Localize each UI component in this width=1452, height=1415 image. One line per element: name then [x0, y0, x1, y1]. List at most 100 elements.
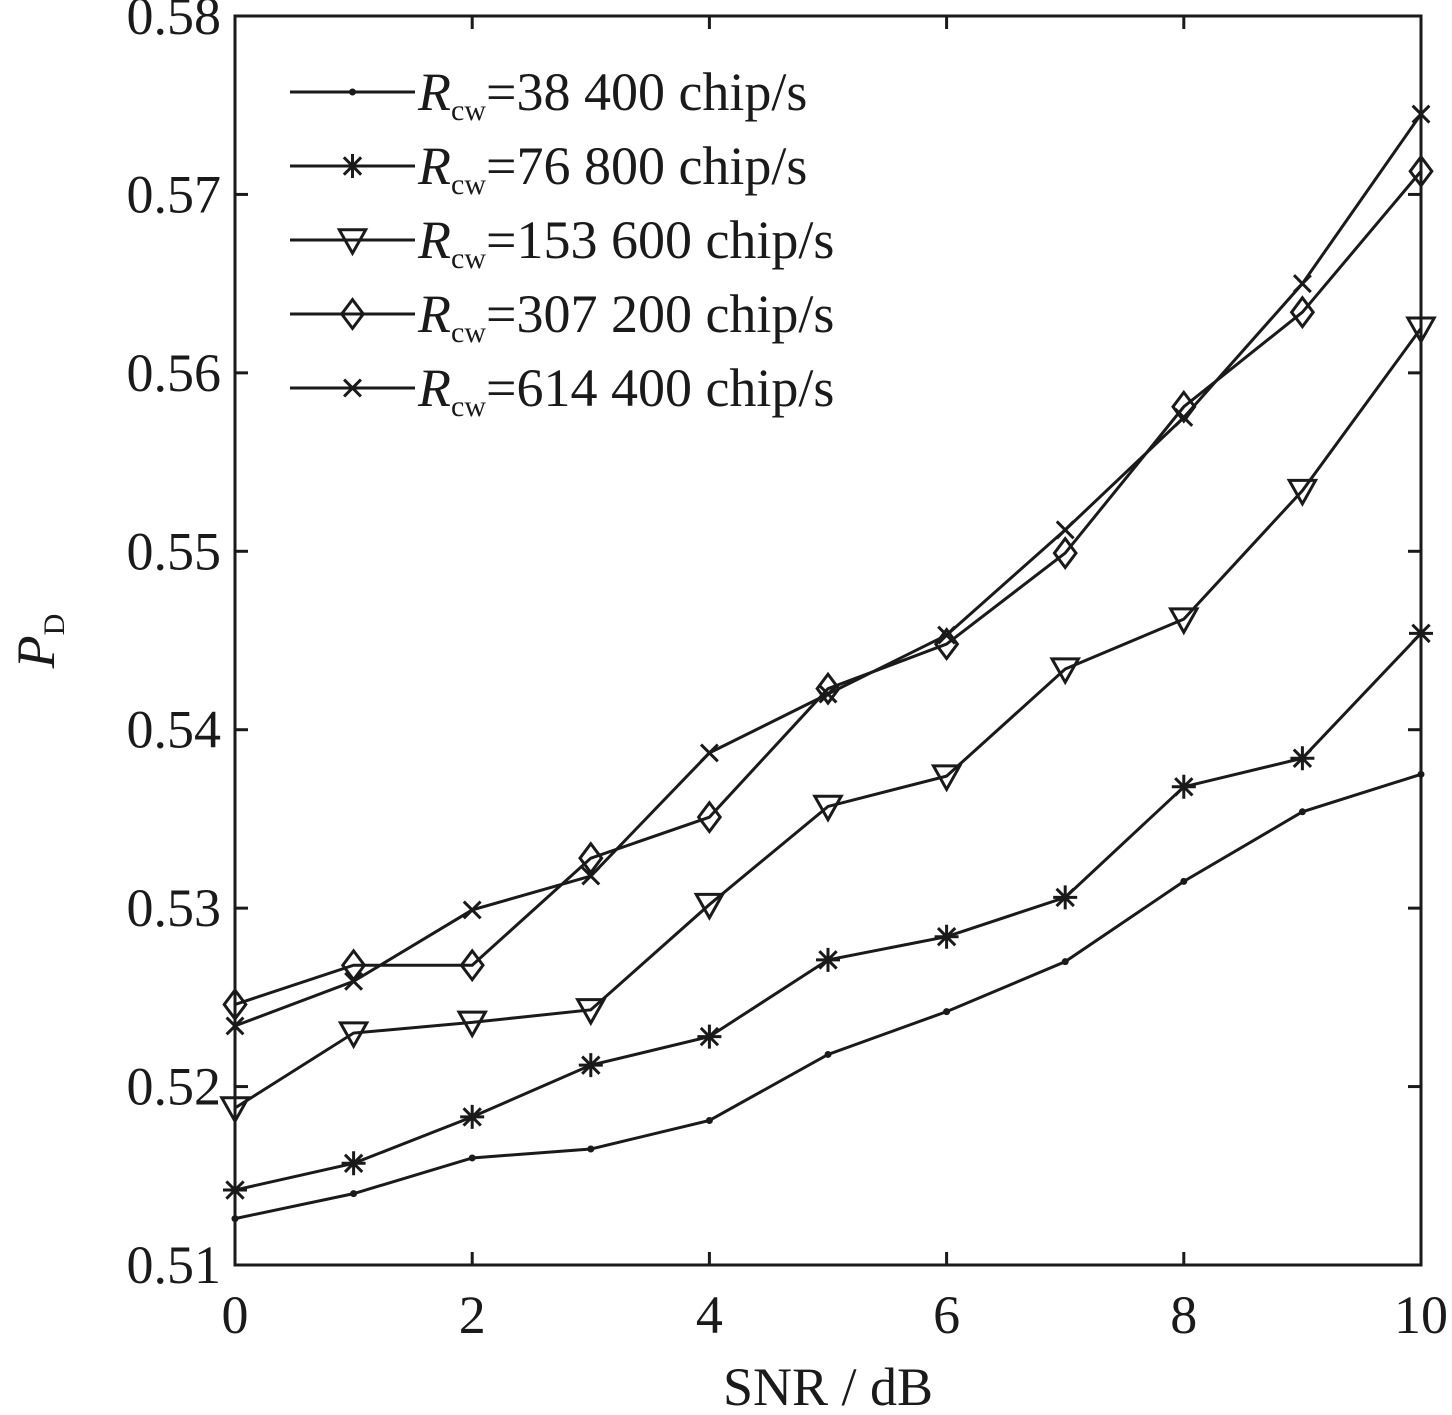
y-tick-label: 0.54: [127, 700, 222, 760]
legend-symbol: R: [417, 284, 451, 344]
y-tick-label: 0.57: [127, 164, 222, 224]
point-marker-triangle: [336, 228, 369, 257]
legend-symbol: R: [417, 358, 451, 418]
y-axis-title: PD: [6, 614, 71, 670]
axis-ticks: 0 2 4 6 8 10 0.51 0.52 0.53 0.54 0.55 0.56 0.57 0.58: [127, 0, 1449, 1345]
legend-symbol: R: [417, 210, 451, 270]
point-marker-x: [225, 1016, 245, 1036]
point-marker-asterisk: [578, 1053, 603, 1078]
legend-item: Rcw=307 200 chip/s: [290, 284, 834, 349]
series-line: [234, 632, 1423, 1192]
series-group: [219, 104, 1437, 1223]
series-5: [225, 104, 1431, 1036]
point-marker-triangle: [456, 1010, 488, 1039]
series-1: [231, 770, 1425, 1223]
point-marker-dot: [350, 1190, 358, 1198]
point-marker-diamond: [459, 948, 485, 983]
series-line: [234, 772, 1422, 1221]
point-marker-asterisk: [697, 1024, 722, 1049]
legend-label: Rcw=307 200 chip/s: [417, 284, 834, 349]
point-marker-dot: [705, 1116, 713, 1124]
point-marker-x: [699, 743, 719, 763]
point-marker-diamond: [1408, 154, 1434, 189]
point-marker-x: [462, 900, 482, 920]
series-2: [223, 621, 1433, 1203]
x-tick-label: 6: [933, 1285, 960, 1345]
point-marker-asterisk: [1171, 774, 1196, 799]
point-marker-asterisk: [340, 154, 365, 178]
series-line: [234, 327, 1423, 1110]
y-tick-label: 0.51: [127, 1235, 222, 1295]
point-marker-dot: [349, 88, 356, 96]
point-marker-x: [937, 625, 957, 645]
legend-item: Rcw=153 600 chip/s: [290, 210, 834, 275]
series-line: [234, 170, 1423, 1006]
point-marker-asterisk: [816, 947, 840, 972]
legend-item: Rcw=38 400 chip/s: [290, 62, 807, 127]
legend-symbol-sub: cw: [451, 316, 486, 349]
plot-area: [233, 14, 1423, 1267]
point-marker-asterisk: [1053, 885, 1078, 910]
plot-frame: [233, 14, 1423, 1267]
legend-label: Rcw=38 400 chip/s: [417, 62, 807, 127]
point-marker-triangle: [1049, 657, 1081, 686]
point-marker-dot: [587, 1145, 595, 1153]
point-marker-triangle: [575, 998, 607, 1027]
y-tick-label: 0.58: [127, 0, 222, 46]
point-marker-x: [344, 971, 364, 991]
legend-label: Rcw=76 800 chip/s: [417, 136, 807, 201]
point-marker-dot: [1298, 808, 1306, 816]
point-marker-asterisk: [460, 1104, 485, 1129]
point-marker-diamond: [1171, 389, 1197, 424]
legend-symbol-sub: cw: [451, 94, 486, 127]
point-marker-triangle: [930, 764, 963, 793]
point-marker-dot: [1180, 877, 1188, 885]
point-marker-dot: [824, 1050, 832, 1058]
point-marker-x: [581, 866, 601, 886]
y-axis-title-main: P: [6, 635, 66, 669]
point-marker-asterisk: [1409, 621, 1433, 646]
point-marker-diamond: [696, 800, 723, 835]
legend-item: Rcw=614 400 chip/s: [290, 358, 834, 423]
point-marker-triangle: [219, 1096, 251, 1125]
point-marker-asterisk: [223, 1178, 247, 1203]
point-marker-asterisk: [934, 924, 959, 949]
series-3: [219, 316, 1437, 1125]
y-tick-label: 0.52: [127, 1057, 222, 1117]
legend-value: =38 400 chip/s: [486, 62, 807, 122]
point-marker-diamond: [1289, 295, 1316, 330]
point-marker-diamond: [222, 987, 248, 1022]
point-marker-x: [818, 684, 838, 704]
point-marker-triangle: [337, 1021, 370, 1050]
legend-value: =153 600 chip/s: [486, 210, 834, 270]
legend-symbol-sub: cw: [451, 390, 486, 423]
x-tick-label: 8: [1170, 1285, 1197, 1345]
point-marker-dot: [1061, 958, 1069, 966]
svg-text:PD: PD: [6, 614, 71, 670]
y-tick-label: 0.56: [127, 343, 222, 403]
x-tick-label: 0: [222, 1285, 249, 1345]
legend-value: =76 800 chip/s: [486, 136, 807, 196]
point-marker-triangle: [693, 892, 726, 921]
point-marker-diamond: [339, 297, 366, 331]
legend-symbol: R: [417, 136, 451, 196]
point-marker-triangle: [1168, 607, 1200, 636]
point-marker-diamond: [815, 671, 841, 706]
point-marker-dot: [468, 1154, 476, 1162]
point-marker-x: [1055, 520, 1075, 540]
y-tick-label: 0.55: [127, 521, 222, 581]
y-tick-label: 0.53: [127, 878, 222, 938]
point-marker-diamond: [1052, 536, 1078, 570]
y-axis-title-sub: D: [38, 614, 71, 636]
point-marker-triangle: [1286, 478, 1319, 507]
point-marker-dot: [231, 1215, 239, 1223]
legend-label: Rcw=614 400 chip/s: [417, 358, 834, 423]
point-marker-x: [1411, 104, 1431, 124]
point-marker-triangle: [1405, 316, 1437, 345]
point-marker-x: [343, 378, 362, 398]
point-marker-asterisk: [341, 1151, 366, 1176]
point-marker-dot: [943, 1008, 951, 1016]
x-axis-title: SNR / dB: [723, 1357, 933, 1415]
